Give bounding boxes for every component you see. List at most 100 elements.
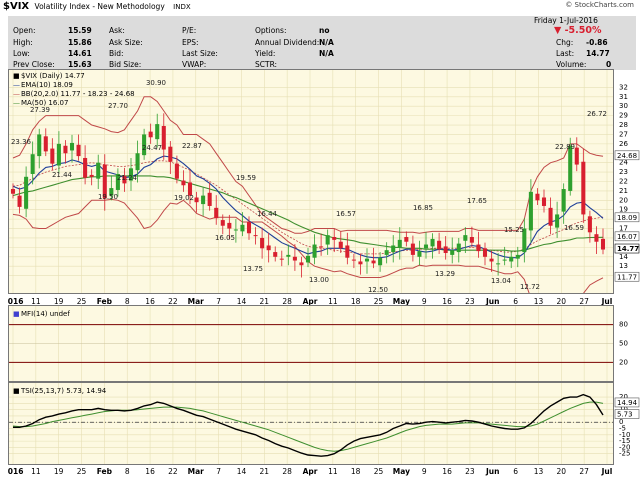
candle-body — [83, 157, 88, 178]
price-annotation: 30.90 — [146, 79, 166, 87]
candle-body — [233, 229, 238, 231]
price-annotation: 16.44 — [257, 210, 278, 218]
candle-body — [69, 142, 75, 151]
candle-body — [305, 255, 311, 263]
tsi-axis-label: 20 — [619, 393, 628, 401]
candle-body — [89, 174, 94, 177]
candle-body — [240, 224, 245, 232]
candle-body — [417, 251, 422, 257]
candle-body — [181, 180, 186, 186]
candle-body — [194, 197, 199, 203]
price-annotation: 21.44 — [52, 171, 73, 179]
mfi-axis-label: 50 — [619, 340, 628, 348]
x-tick-label: 8 — [125, 297, 130, 306]
bid-size-label: Bid Size: — [109, 60, 142, 69]
candle-body — [292, 256, 297, 261]
options-value: no — [319, 26, 330, 35]
tsi-chart[interactable]: ■ TSI(25,13,7) 5.73, 14.94 — [9, 383, 613, 464]
candle-body — [338, 241, 343, 249]
x-tick-label: 9 — [422, 297, 427, 306]
price-legend-entry: MA(50) 16.07 — [21, 99, 68, 107]
candle-body — [122, 175, 127, 184]
price-axis-label: 23 — [619, 168, 628, 176]
last-size-label: Last Size: — [182, 49, 218, 58]
candle-body — [404, 237, 409, 242]
candle-body — [535, 193, 540, 201]
x-tick-label: 7 — [216, 467, 221, 476]
price-annotation: 27.39 — [30, 106, 50, 114]
price-chart[interactable]: 23.36 27.39 21.44 27.70 19.50 21.24 30.90 24.47… — [9, 70, 613, 310]
price-axis: 1213141516171819202122232425262728293031… — [614, 83, 640, 282]
tsi-axis-label: -10 — [619, 431, 630, 439]
tsi-axis-label: -5 — [619, 425, 626, 433]
x-tick-label: Jun — [485, 297, 499, 306]
stockcharts-credit[interactable]: © StockCharts.com — [565, 1, 634, 9]
candle-body — [548, 207, 553, 226]
x-tick-label: 25 — [77, 297, 87, 306]
price-marker-box — [614, 212, 640, 223]
x-tick-label: 25 — [77, 467, 87, 476]
x-tick-label: 27 — [579, 297, 589, 306]
price-annotation: 13.04 — [491, 277, 512, 285]
candle-body — [581, 161, 586, 215]
candle-body — [561, 189, 566, 212]
price-axis-label: 31 — [619, 93, 628, 101]
mfi-panel[interactable]: ■ MFI(14) undef — [8, 305, 614, 382]
candle-body — [161, 125, 166, 150]
candle-body — [469, 237, 474, 243]
x-tick-label: 22 — [168, 297, 178, 306]
candle-body — [135, 153, 140, 171]
price-annotation: 13.29 — [435, 270, 455, 278]
price-axis-label: 22 — [619, 178, 628, 186]
price-annotation: 24.47 — [142, 144, 162, 152]
x-tick-label: Feb — [97, 297, 113, 306]
tsi-legend: TSI(25,13,7) 5.73, 14.94 — [20, 387, 107, 395]
price-annotation: 12.50 — [368, 286, 388, 293]
price-annotation: 19.02 — [174, 194, 194, 202]
chg-value: -0.86 — [586, 38, 608, 47]
price-marker-box — [614, 243, 640, 254]
tsi-panel[interactable]: ■ TSI(25,13,7) 5.73, 14.94 — [8, 382, 614, 465]
x-tick-label: 22 — [168, 467, 178, 476]
tsi-marker-label: 14.94 — [617, 399, 638, 407]
mfi-chart[interactable]: ■ MFI(14) undef — [9, 306, 613, 381]
candle-body — [260, 237, 265, 249]
price-axis-label: 13 — [619, 262, 628, 270]
x-tick-label: Mar — [188, 297, 205, 306]
candle-body — [187, 182, 193, 196]
x-tick-label: 9 — [422, 467, 427, 476]
ma50-line — [12, 175, 604, 252]
candle-body — [50, 148, 55, 164]
open-value: 15.59 — [68, 26, 92, 35]
candle-body — [489, 258, 494, 262]
price-legend-entry: EMA(10) 18.09 — [21, 81, 73, 89]
chart-title-bar: $VIX Volatility Index - New Methodology … — [3, 1, 637, 12]
candle-body — [273, 252, 278, 257]
bb-upper-band — [12, 96, 604, 234]
price-annotation: 19.59 — [236, 174, 256, 182]
price-marker-label: 14.77 — [617, 245, 639, 253]
change-percent: ▼ -5.50% — [554, 25, 602, 36]
price-panel[interactable]: 23.36 27.39 21.44 27.70 19.50 21.24 30.90 24.47… — [8, 69, 614, 310]
prev-close-label: Prev Close: — [13, 60, 55, 69]
x-tick-label: May — [393, 467, 410, 476]
price-marker-box — [614, 150, 640, 161]
x-tick-label: 20 — [557, 467, 567, 476]
candle-body — [509, 256, 514, 262]
price-annotation: 17.65 — [467, 197, 487, 205]
candle-body — [43, 136, 48, 152]
x-tick-label: 14 — [237, 467, 247, 476]
candle-body — [24, 176, 29, 209]
price-annotation: 27.70 — [108, 102, 128, 110]
x-tick-label: Jul — [601, 297, 613, 306]
candle-body — [246, 221, 252, 234]
prev-close-value: 15.63 — [68, 60, 92, 69]
mfi-axis: 80 50 20 — [619, 321, 628, 367]
ticker-symbol[interactable]: $VIX — [3, 1, 30, 12]
low-value: 14.61 — [68, 49, 92, 58]
candle-body — [266, 245, 271, 251]
x-tick-label: 18 — [351, 297, 361, 306]
x-tick-label: 6 — [513, 467, 518, 476]
price-axis-label: 32 — [619, 83, 628, 91]
candle-body — [76, 144, 81, 157]
